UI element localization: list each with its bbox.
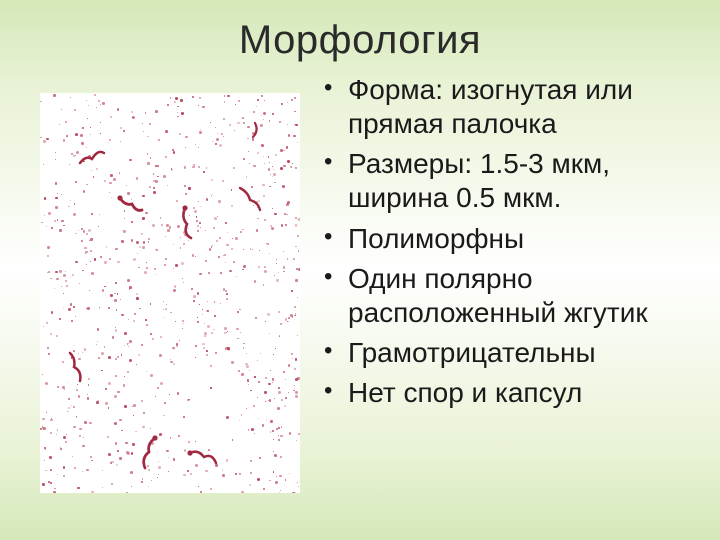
bullet-item: Один полярно расположенный жгутик xyxy=(320,262,690,330)
bullet-item: Размеры: 1.5-3 мкм, ширина 0.5 мкм. xyxy=(320,147,690,215)
slide: Морфология Форма: изогнутая или прямая п… xyxy=(0,0,720,540)
bacterium-icon xyxy=(225,173,275,223)
slide-title: Морфология xyxy=(0,0,720,73)
bullet-item: Нет спор и капсул xyxy=(320,376,690,410)
bacterium-icon xyxy=(170,193,220,243)
content-row: Форма: изогнутая или прямая палочкаРазме… xyxy=(0,73,720,523)
bacterium-icon xyxy=(175,438,225,488)
bullet-item: Форма: изогнутая или прямая палочка xyxy=(320,73,690,141)
text-column: Форма: изогнутая или прямая палочкаРазме… xyxy=(320,73,690,523)
bullet-item: Грамотрицательны xyxy=(320,336,690,370)
bullet-list: Форма: изогнутая или прямая палочкаРазме… xyxy=(320,73,690,410)
bacterium-icon xyxy=(240,108,290,158)
image-column xyxy=(40,73,300,523)
bacterium-icon xyxy=(55,338,105,388)
bullet-item: Полиморфны xyxy=(320,222,690,256)
microscopy-image xyxy=(40,93,300,493)
bacterium-icon xyxy=(105,183,155,233)
